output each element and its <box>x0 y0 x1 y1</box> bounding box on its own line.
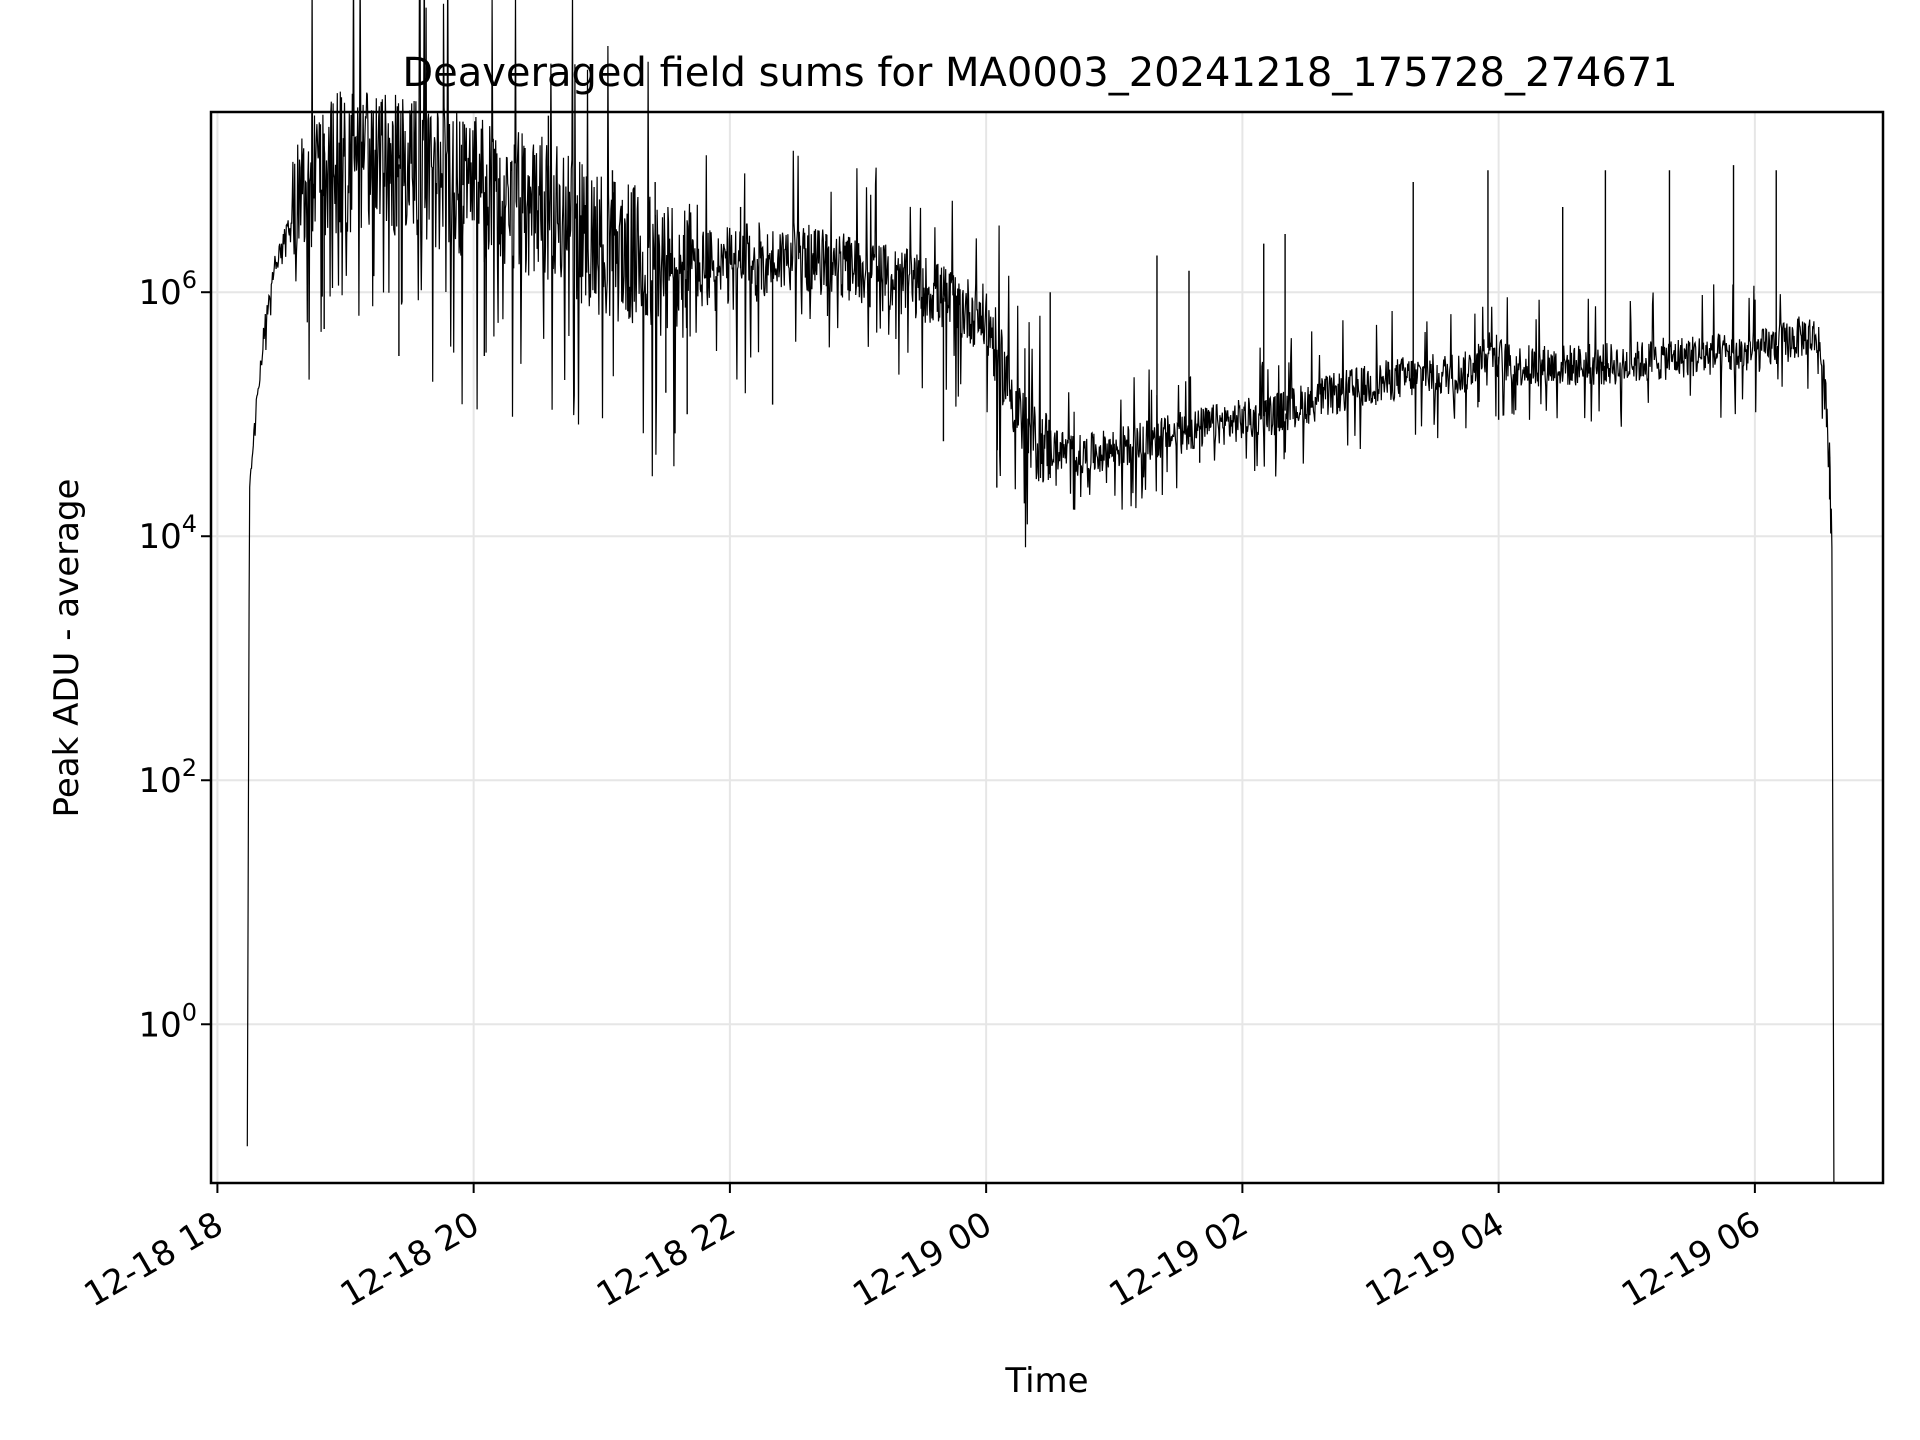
y-axis: 100 102 104 106 <box>138 266 211 1045</box>
y-axis-label: Peak ADU - average <box>47 479 87 818</box>
grid <box>211 112 1883 1183</box>
x-tick-label: 12-19 00 <box>846 1204 998 1315</box>
x-tick-label: 12-19 02 <box>1102 1204 1254 1315</box>
x-tick-label: 12-18 20 <box>334 1204 486 1315</box>
y-tick-label: 104 <box>138 510 197 557</box>
x-axis-label: Time <box>1004 1361 1088 1401</box>
x-tick-label: 12-18 18 <box>78 1204 230 1315</box>
series-line <box>246 0 1835 1184</box>
y-tick-label: 106 <box>138 266 197 313</box>
x-tick-label: 12-19 04 <box>1359 1204 1511 1315</box>
y-tick-label: 102 <box>138 754 197 801</box>
x-axis: 12-18 18 12-18 20 12-18 22 12-19 00 12-19 02… <box>78 1183 1767 1315</box>
chart-title: Deaveraged field sums for MA0003_2024121… <box>402 50 1677 96</box>
x-tick-label: 12-18 22 <box>590 1204 742 1315</box>
data-series <box>246 0 1835 1184</box>
plot-frame <box>209 110 1885 1185</box>
y-tick-label: 100 <box>138 998 197 1045</box>
x-tick-label: 12-19 06 <box>1615 1204 1767 1315</box>
